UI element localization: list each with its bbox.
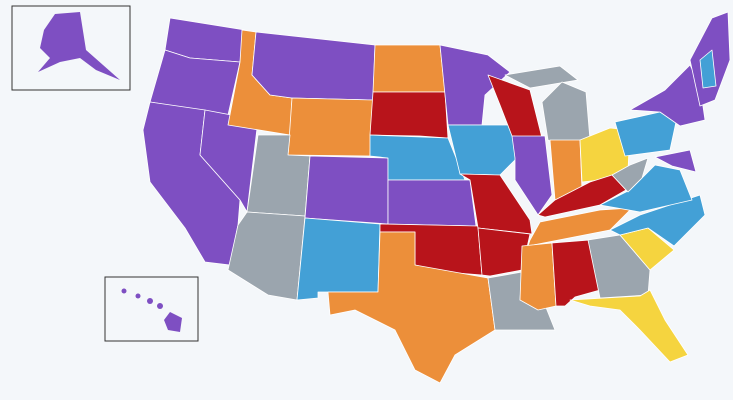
north-carolina (609, 194, 706, 247)
island (147, 298, 153, 304)
island (157, 303, 163, 309)
pennsylvania (614, 111, 677, 157)
island (121, 288, 127, 294)
oregon (149, 49, 241, 116)
hawaii (121, 288, 182, 332)
georgia (587, 234, 651, 299)
maryland-delaware (654, 149, 697, 173)
michigan-upper (504, 65, 579, 89)
wyoming (287, 97, 374, 157)
alaska (38, 12, 120, 80)
south-dakota (369, 91, 449, 139)
hawaii-inset (104, 276, 199, 342)
kansas (387, 179, 477, 227)
florida (569, 289, 689, 363)
new-mexico (296, 217, 381, 301)
states (142, 11, 731, 384)
texas (327, 231, 496, 384)
colorado (304, 155, 389, 225)
alaska-inset (11, 5, 131, 91)
island (164, 312, 182, 332)
island (135, 293, 141, 299)
mississippi (519, 242, 557, 311)
new-hampshire (699, 49, 717, 89)
arkansas (477, 227, 531, 277)
west-virginia (611, 157, 649, 193)
missouri (459, 173, 533, 235)
north-dakota (372, 44, 446, 93)
iowa (447, 124, 521, 176)
